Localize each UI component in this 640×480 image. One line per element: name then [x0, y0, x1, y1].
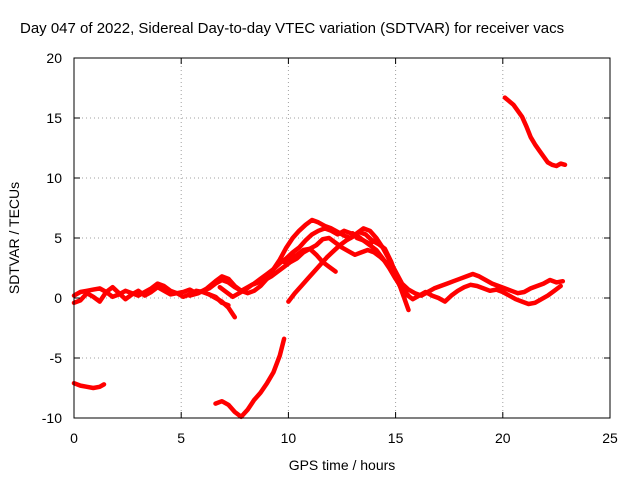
y-tick-label: 20 [46, 50, 62, 66]
x-tick-label: 5 [177, 430, 185, 446]
x-axis-label: GPS time / hours [289, 457, 396, 473]
y-tick-label: -10 [42, 410, 62, 426]
series-line-sat-j [74, 383, 104, 388]
y-tick-label: 0 [54, 290, 62, 306]
axis-ticks: 0 5 10 15 20 25 -10 -5 0 5 10 15 20 [42, 50, 618, 446]
series-line-sat-c [190, 220, 563, 296]
x-tick-label: 25 [602, 430, 618, 446]
x-tick-label: 20 [495, 430, 511, 446]
series-line-sat-k [216, 339, 285, 417]
y-tick-label: 10 [46, 170, 62, 186]
x-tick-label: 10 [281, 430, 297, 446]
series-line-sat-i [505, 98, 565, 166]
y-tick-label: 5 [54, 230, 62, 246]
y-tick-label: 15 [46, 110, 62, 126]
grid [74, 58, 610, 418]
chart: 0 5 10 15 20 25 -10 -5 0 5 10 15 20 Day 047 of 2022,… [0, 0, 640, 480]
x-tick-label: 15 [388, 430, 404, 446]
chart-title: Day 047 of 2022, Sidereal Day-to-day VTE… [20, 20, 564, 37]
series-layer [74, 98, 565, 417]
x-tick-label: 0 [70, 430, 78, 446]
y-axis-label: SDTVAR / TECUs [6, 182, 22, 294]
y-tick-label: -5 [50, 350, 63, 366]
